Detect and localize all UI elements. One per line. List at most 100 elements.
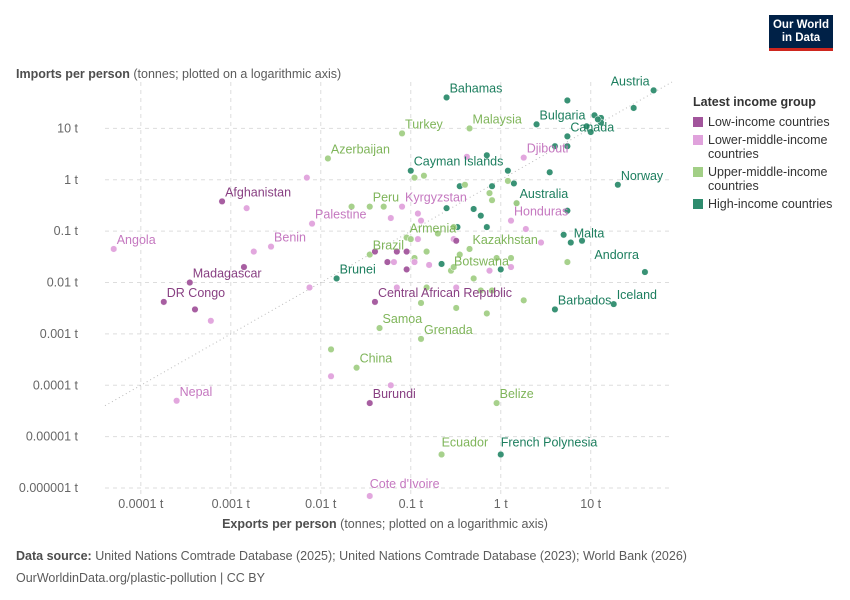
point-label: Malaysia: [473, 112, 522, 126]
data-point: [465, 124, 474, 132]
point-label: Norway: [621, 169, 664, 183]
data-point: [563, 142, 571, 150]
y-axis-title-bold: Imports per person: [16, 67, 130, 81]
x-tick-label: 10 t: [580, 497, 601, 511]
point-label: Cayman Islands: [414, 155, 504, 169]
data-point: [507, 217, 515, 225]
point-label: Turkey: [405, 117, 443, 131]
point-label: Peru: [373, 191, 399, 205]
data-point: [420, 172, 428, 180]
data-point: [470, 205, 478, 213]
point-label: Armenia: [410, 222, 457, 236]
point-label: Andorra: [594, 248, 639, 262]
y-axis-title: Imports per person (tonnes; plotted on a…: [16, 67, 341, 81]
point-label: Central African Republic: [378, 286, 512, 300]
point-label: Belize: [500, 387, 534, 401]
point-label: Samoa: [383, 312, 423, 326]
data-point: [417, 299, 425, 307]
data-point: [563, 207, 571, 215]
owid-logo[interactable]: Our World in Data: [769, 15, 833, 51]
data-point: [438, 260, 446, 268]
data-point: [510, 179, 518, 187]
data-point: [594, 115, 602, 123]
data-point: [186, 278, 194, 287]
data-point: [160, 298, 168, 306]
point-label: Bahamas: [450, 81, 503, 95]
data-point: [380, 203, 388, 211]
legend-item-upper-middle[interactable]: Upper-middle-income countries: [693, 165, 843, 193]
point-label: Afghanistan: [225, 185, 291, 199]
data-point: [417, 217, 425, 225]
point-label: China: [360, 352, 393, 366]
legend-item-low[interactable]: Low-income countries: [693, 115, 843, 129]
point-label: DR Congo: [167, 286, 225, 300]
legend-item-lower-middle[interactable]: Lower-middle-income countries: [693, 133, 843, 161]
x-tick-label: 1 t: [494, 497, 508, 511]
data-point: [403, 265, 411, 273]
legend-label-high: High-income countries: [708, 197, 833, 211]
data-point: [371, 298, 379, 306]
data-point: [403, 248, 411, 256]
point-label: Bulgaria: [540, 108, 586, 122]
data-point: [477, 286, 485, 295]
point-label: Benin: [274, 231, 306, 245]
data-point: [493, 254, 501, 262]
point-label: Ecuador: [442, 435, 489, 449]
data-point: [452, 283, 460, 292]
data-point: [410, 174, 419, 182]
data-point: [407, 235, 415, 243]
x-tick-label: 0.1 t: [399, 497, 424, 511]
point-label: Austria: [611, 74, 650, 88]
legend-title: Latest income group: [693, 95, 816, 109]
data-point: [522, 225, 530, 233]
data-point: [443, 204, 451, 212]
data-point: [483, 151, 491, 159]
data-point: [551, 305, 559, 313]
data-point: [173, 397, 181, 405]
data-point: [567, 239, 575, 247]
data-point: [414, 210, 422, 218]
data-point: [327, 345, 335, 353]
data-point: [583, 122, 591, 130]
data-point: [243, 204, 251, 212]
data-point: [465, 245, 474, 253]
data-point: [546, 168, 554, 176]
data-point: [390, 258, 398, 266]
data-point: [393, 248, 401, 256]
point-label: Canada: [570, 120, 614, 134]
data-point: [650, 86, 658, 94]
data-point: [563, 258, 571, 266]
data-point: [513, 199, 521, 207]
data-point: [393, 283, 401, 292]
data-point: [587, 128, 595, 136]
data-point: [610, 300, 618, 308]
legend-item-high[interactable]: High-income countries: [693, 197, 843, 211]
data-point: [366, 399, 374, 407]
point-label: Madagascar: [193, 267, 262, 281]
x-tick-label: 0.001 t: [212, 497, 251, 511]
point-label: Azerbaijan: [331, 142, 390, 156]
data-point: [477, 212, 485, 220]
data-point: [450, 223, 458, 231]
data-point: [504, 167, 512, 175]
point-label: Australia: [520, 187, 569, 201]
reference-line: [104, 81, 673, 407]
data-point: [333, 274, 341, 283]
y-tick-label: 1 t: [64, 173, 78, 187]
data-point: [614, 181, 622, 189]
data-point: [504, 177, 512, 185]
x-axis-title: Exports per person (tonnes; plotted on a…: [0, 517, 770, 531]
data-point: [191, 305, 199, 313]
data-point: [303, 174, 311, 182]
data-point: [497, 265, 505, 273]
data-point: [485, 189, 494, 197]
data-point: [417, 335, 425, 343]
point-label: Nepal: [180, 385, 213, 399]
data-point: [483, 223, 491, 231]
data-point: [207, 317, 215, 325]
point-label: Kazakhstan: [473, 233, 538, 247]
point-label: Iceland: [617, 288, 657, 302]
data-point: [383, 258, 391, 266]
point-label: Malta: [574, 227, 605, 241]
footer-url[interactable]: OurWorldinData.org/plastic-pollution | C…: [16, 571, 265, 585]
